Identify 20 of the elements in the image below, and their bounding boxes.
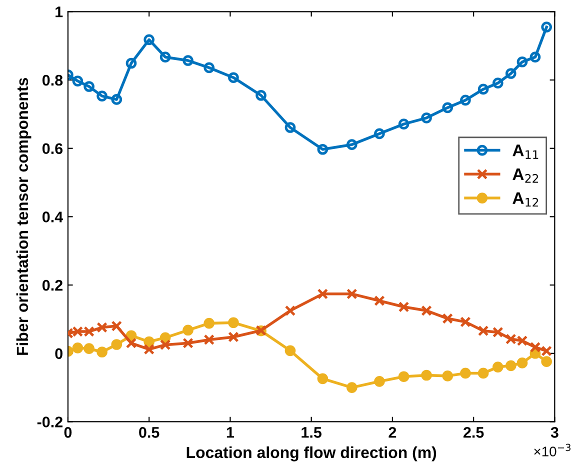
- y-tick-label: 0.6: [42, 143, 63, 154]
- y-tick-label: 1: [56, 6, 63, 18]
- y-tick-label: 0: [55, 348, 62, 360]
- x-tick-label: 0.5: [139, 426, 160, 438]
- legend-label: A$_{12}$: [512, 192, 538, 207]
- x-tick-label: 3: [550, 426, 558, 438]
- x-tick-label: 1.5: [302, 427, 322, 438]
- y-tick-label: 0.4: [42, 212, 64, 222]
- y-tick-label: 0.2: [42, 280, 62, 291]
- text: ×10$^{−3}$: [534, 444, 570, 456]
- y-tick-label: -0.2: [37, 416, 62, 428]
- y-tick-label: 0.8: [42, 74, 63, 86]
- x-tick-label: 0: [64, 426, 72, 438]
- legend-label: A$_{11}$: [512, 144, 538, 159]
- legend-label: A$_{22}$: [512, 168, 538, 183]
- x-tick-label: 1: [226, 427, 234, 438]
- x-axis-title: Location along flow direction (m): [186, 446, 436, 462]
- x-tick-label: 2: [388, 426, 396, 438]
- x-tick-label: 2.5: [463, 426, 484, 438]
- y-axis-title: Fiber orientation tensor components: [16, 78, 32, 355]
